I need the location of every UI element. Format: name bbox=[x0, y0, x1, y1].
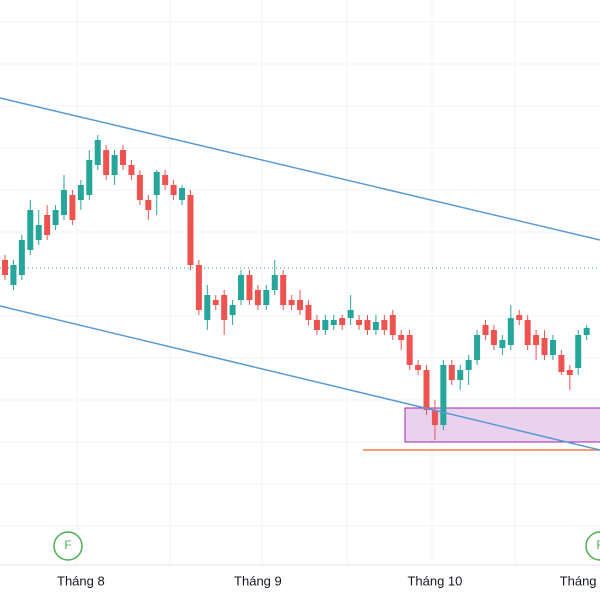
event-marker bbox=[53, 531, 83, 561]
candle-body bbox=[263, 290, 270, 305]
candle-body bbox=[448, 365, 455, 380]
x-tick-label: Tháng 10 bbox=[407, 573, 462, 588]
event-marker-label: F bbox=[596, 538, 600, 552]
candle-body bbox=[44, 215, 51, 235]
candle-body bbox=[381, 320, 388, 330]
candle-body bbox=[575, 335, 582, 368]
candle-body bbox=[246, 275, 253, 300]
candle-body bbox=[474, 335, 481, 360]
grid bbox=[0, 0, 600, 565]
candle-body bbox=[280, 275, 287, 305]
candle-body bbox=[398, 335, 405, 340]
candle-body bbox=[330, 320, 337, 325]
candle-body bbox=[136, 175, 143, 200]
candle-body bbox=[94, 140, 101, 165]
candle-body bbox=[583, 328, 590, 335]
candle-body bbox=[170, 185, 177, 195]
candle-body bbox=[238, 275, 245, 300]
candle-body bbox=[457, 370, 464, 380]
candle-body bbox=[162, 175, 169, 185]
candle-body bbox=[431, 410, 438, 425]
candle-body bbox=[524, 320, 531, 345]
candle-body bbox=[179, 188, 186, 200]
candle-body bbox=[499, 340, 506, 348]
candle-body bbox=[61, 190, 68, 215]
candle-body bbox=[440, 365, 447, 425]
candle-body bbox=[549, 340, 556, 355]
candle-body bbox=[356, 320, 363, 325]
candle-body bbox=[103, 150, 110, 175]
candle-body bbox=[18, 240, 25, 275]
x-tick-label: Tháng 9 bbox=[234, 573, 282, 588]
candle-body bbox=[322, 320, 329, 330]
candle-body bbox=[558, 355, 565, 372]
candle-body bbox=[35, 225, 42, 240]
candle-body bbox=[533, 335, 540, 345]
candle-body bbox=[221, 295, 228, 320]
candle-body bbox=[507, 318, 514, 345]
candle-body bbox=[415, 365, 422, 370]
candle-body bbox=[389, 315, 396, 335]
candle-body bbox=[423, 370, 430, 410]
candle-body bbox=[339, 318, 346, 325]
candle-body bbox=[490, 330, 497, 345]
candle-body bbox=[313, 320, 320, 330]
candle-body bbox=[111, 155, 118, 175]
candle-body bbox=[27, 210, 34, 250]
candle-body bbox=[541, 338, 548, 355]
candle-body bbox=[305, 305, 312, 320]
event-marker bbox=[585, 531, 600, 561]
candle-body bbox=[364, 320, 371, 330]
candle-body bbox=[69, 195, 76, 220]
candle-body bbox=[2, 260, 8, 275]
event-marker-label: F bbox=[64, 538, 71, 552]
candle-body bbox=[212, 300, 219, 305]
candle-body bbox=[195, 265, 202, 310]
candle-body bbox=[271, 275, 278, 290]
channel-top bbox=[0, 97, 600, 241]
candle-body bbox=[516, 315, 523, 320]
candle-body bbox=[229, 305, 236, 315]
candle-body bbox=[406, 335, 413, 365]
candle-body bbox=[204, 295, 211, 320]
candle-body bbox=[77, 185, 84, 200]
candle-body bbox=[10, 265, 17, 285]
candle-body bbox=[297, 300, 304, 310]
candle-body bbox=[187, 195, 194, 265]
candle-body bbox=[347, 310, 354, 318]
candle-body bbox=[372, 322, 379, 330]
candles bbox=[2, 135, 590, 440]
candle-body bbox=[145, 200, 152, 210]
candle-body bbox=[86, 160, 93, 195]
channel-bottom bbox=[0, 305, 600, 451]
candle-body bbox=[128, 165, 135, 175]
candle-body bbox=[254, 290, 261, 305]
candle-body bbox=[465, 360, 472, 370]
candle-body bbox=[153, 172, 160, 195]
x-tick-label: Tháng 11 bbox=[560, 573, 600, 588]
candle-body bbox=[52, 210, 59, 225]
x-tick-label: Tháng 8 bbox=[57, 573, 105, 588]
candle-body bbox=[566, 370, 573, 375]
candle-body bbox=[288, 300, 295, 305]
candle-body bbox=[482, 325, 489, 335]
candle-body bbox=[120, 150, 127, 165]
